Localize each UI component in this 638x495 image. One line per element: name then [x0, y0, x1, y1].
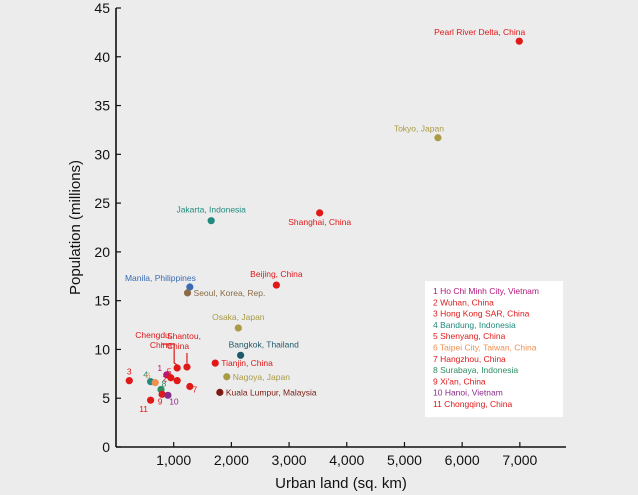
y-tick-label: 10: [94, 341, 110, 357]
point-label: Kuala Lumpur, Malaysia: [226, 387, 317, 397]
x-tick-label: 6,000: [445, 452, 480, 468]
data-point: [316, 209, 324, 217]
y-tick-label: 20: [94, 244, 110, 260]
point-label: Bangkok, Thailand: [229, 339, 300, 349]
point-label: Osaka, Japan: [212, 312, 265, 322]
x-tick-label: 5,000: [387, 452, 422, 468]
point-label: Seoul, Korea, Rep.: [194, 288, 266, 298]
data-point: [211, 359, 219, 367]
legend-entry: 11 Chongqing, China: [433, 399, 513, 409]
point-label: Jakarta, Indonesia: [176, 205, 246, 215]
x-tick-label: 3,000: [272, 452, 307, 468]
point-label: China: [167, 341, 189, 351]
legend-entry: 6 Taipei City, Taiwan, China: [433, 343, 537, 353]
point-label: Tianjin, China: [221, 358, 273, 368]
data-point: [237, 351, 245, 359]
legend-entry: 7 Hangzhou, China: [433, 354, 506, 364]
data-point: [173, 364, 181, 372]
y-tick-label: 25: [94, 195, 110, 211]
legend-entry: 2 Wuhan, China: [433, 297, 494, 307]
legend-entry: 9 Xi'an, China: [433, 376, 486, 386]
data-point: [186, 382, 194, 391]
y-tick-label: 0: [102, 439, 110, 455]
legend-entry: 1 Ho Chi Minh City, Vietnam: [433, 286, 539, 296]
data-point: [515, 37, 523, 45]
x-tick-label: 1,000: [156, 452, 191, 468]
data-point: [151, 379, 159, 387]
y-tick-label: 5: [102, 390, 110, 406]
x-axis-title: Urban land (sq. km): [275, 475, 407, 492]
y-tick-label: 35: [94, 98, 110, 114]
data-points: [125, 37, 523, 404]
legend-box: [425, 281, 563, 417]
point-number-label: 2: [162, 374, 167, 384]
x-tick-label: 7,000: [502, 452, 537, 468]
point-label: Manila, Philippines: [125, 273, 196, 283]
legend-entry: 5 Shenyang, China: [433, 331, 506, 341]
data-point: [207, 217, 215, 225]
y-tick-label: 45: [94, 0, 110, 16]
callout-line: [161, 343, 178, 366]
data-point: [173, 377, 181, 385]
y-axis-title: Population (millions): [67, 160, 84, 295]
legend-entry: 3 Hong Kong SAR, China: [433, 309, 530, 319]
data-point: [434, 134, 442, 142]
point-label: Pearl River Delta, China: [434, 27, 525, 37]
point-label: Tokyo, Japan: [394, 124, 444, 134]
y-tick-label: 15: [94, 293, 110, 309]
data-point: [164, 391, 172, 399]
data-point: [186, 283, 194, 291]
point-labels: Pearl River Delta, China Tokyo, Japan Shan…: [125, 27, 526, 414]
data-point: [183, 289, 192, 297]
data-point: [223, 373, 231, 381]
legend-entry: 4 Bandung, Indonesia: [433, 320, 516, 330]
point-number-label: 9: [158, 396, 163, 406]
data-point: [234, 324, 242, 332]
data-point: [272, 281, 280, 289]
point-number-label: 10: [169, 396, 179, 406]
legend-entry: 10 Hanoi, Vietnam: [433, 388, 503, 398]
y-tick-label: 30: [94, 146, 110, 162]
point-number-label: 4: [143, 370, 148, 380]
x-tick-label: 4,000: [329, 452, 364, 468]
data-point: [158, 390, 166, 398]
point-number-label: 6: [146, 371, 151, 381]
point-label: Shanghai, China: [288, 217, 351, 227]
data-point: [167, 374, 175, 382]
point-label: China: [150, 340, 172, 350]
point-label: Nagoya, Japan: [233, 372, 290, 382]
point-number-label: 11: [139, 404, 148, 414]
legend-entry: 8 Surabaya, Indonesia: [433, 365, 518, 375]
data-point: [183, 363, 191, 371]
point-number-label: 5: [167, 367, 172, 377]
data-point: [125, 377, 133, 385]
x-tick-label: 2,000: [214, 452, 249, 468]
point-label: Chengdu,: [135, 330, 172, 340]
y-tick-label: 40: [94, 49, 110, 65]
point-number-label: 7: [192, 385, 197, 395]
point-number-label: 3: [127, 367, 132, 377]
point-label: Shantou,: [167, 331, 201, 341]
point-number-label: 8: [162, 378, 167, 388]
point-number-label: 1: [157, 363, 162, 373]
data-point: [147, 396, 155, 404]
data-point: [216, 388, 224, 396]
point-label: Beijing, China: [250, 269, 303, 279]
